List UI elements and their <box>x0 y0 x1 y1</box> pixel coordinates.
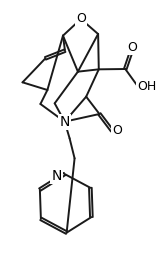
Text: O: O <box>128 41 138 54</box>
Text: OH: OH <box>138 79 157 92</box>
Text: N: N <box>59 115 70 129</box>
Text: O: O <box>112 124 122 137</box>
Text: O: O <box>76 13 86 26</box>
Text: N: N <box>52 169 62 183</box>
